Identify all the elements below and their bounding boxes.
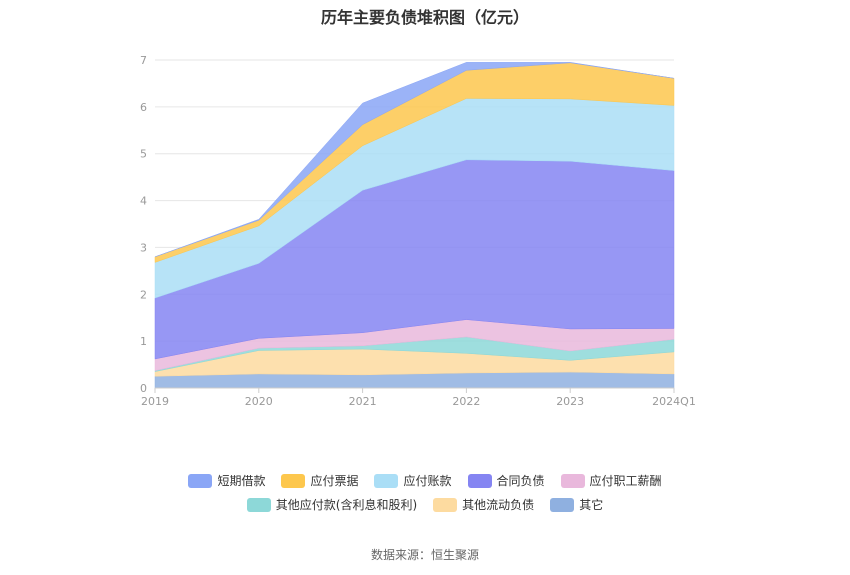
legend-swatch (188, 473, 213, 488)
legend-label: 其他应付款(含利息和股利) (275, 498, 418, 512)
x-tick-label: 2024Q1 (652, 395, 696, 408)
legend-item[interactable]: 应付职工薪酬 (560, 472, 662, 489)
legend-label: 其它 (579, 498, 604, 512)
stacked-area-chart: 0 1 2 3 4 5 6 7 2019 2020 2021 2022 2023 2024Q1 (140, 54, 696, 408)
legend-label: 应付票据 (310, 474, 359, 488)
legend-row: 其他应付款(含利息和股利) 其他流动负债 其它 (246, 496, 603, 513)
y-tick-label: 0 (140, 382, 147, 395)
y-tick-label: 4 (140, 195, 147, 208)
source-note: 数据来源：恒生聚源 (370, 548, 479, 562)
y-tick-label: 2 (140, 288, 147, 301)
chart-title: 历年主要负债堆积图（亿元） (320, 8, 529, 27)
legend-swatch (374, 473, 399, 488)
legend-label: 应付职工薪酬 (589, 474, 662, 488)
legend-label: 合同负债 (496, 474, 545, 488)
x-tick-label: 2023 (556, 395, 584, 408)
y-tick-label: 6 (140, 101, 147, 114)
legend-label: 其他流动负债 (462, 498, 535, 512)
x-tick-label: 2021 (349, 395, 377, 408)
legend-label: 应付账款 (403, 474, 452, 488)
legend-swatch (433, 497, 458, 512)
legend-item[interactable]: 其它 (550, 496, 603, 513)
legend-item[interactable]: 其他应付款(含利息和股利) (246, 496, 418, 513)
legend-swatch (550, 497, 575, 512)
legend-row: 短期借款 应付票据 应付账款 合同负债 应付职工薪酬 (188, 472, 662, 489)
legend-item[interactable]: 应付账款 (374, 472, 452, 489)
legend: 短期借款 应付票据 应付账款 合同负债 应付职工薪酬 其他应付款(含利息和股利) 其他流动… (0, 472, 850, 513)
legend-swatch (246, 497, 271, 512)
legend-item[interactable]: 合同负债 (467, 472, 545, 489)
y-tick-label: 5 (140, 148, 147, 161)
legend-label: 短期借款 (217, 474, 266, 488)
y-tick-label: 3 (140, 241, 147, 254)
legend-item[interactable]: 短期借款 (188, 472, 265, 489)
x-tick-label: 2022 (452, 395, 480, 408)
x-tick-label: 2020 (245, 395, 273, 408)
legend-item[interactable]: 应付票据 (281, 472, 358, 489)
y-tick-label: 7 (140, 54, 147, 67)
legend-item[interactable]: 其他流动负债 (433, 496, 534, 513)
legend-swatch (467, 473, 492, 488)
area-series (154, 62, 675, 258)
legend-swatch (281, 473, 306, 488)
y-tick-label: 1 (140, 335, 147, 348)
x-tick-label: 2019 (141, 395, 169, 408)
legend-swatch (560, 473, 585, 488)
